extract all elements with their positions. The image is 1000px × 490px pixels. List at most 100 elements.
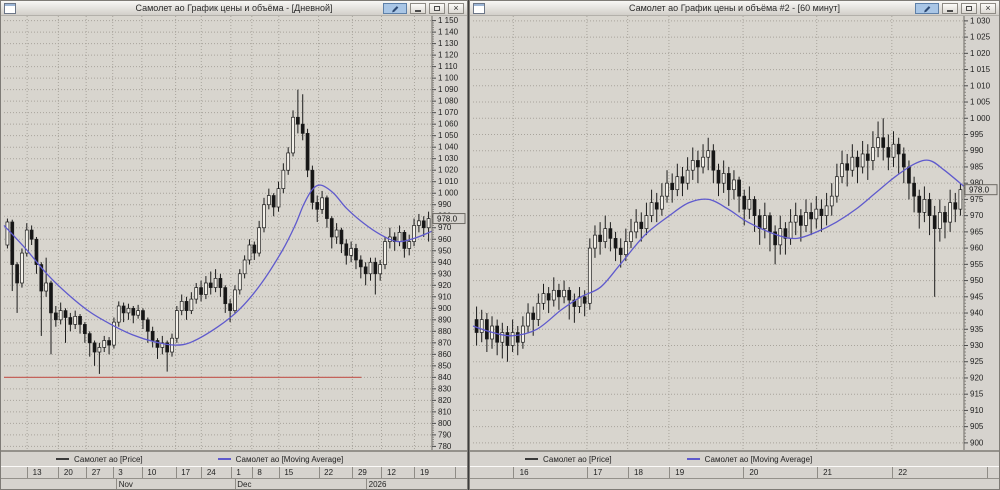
date-label: 1 [236, 468, 241, 477]
svg-text:970: 970 [970, 211, 984, 220]
svg-text:1 010: 1 010 [970, 81, 991, 90]
date-label: 19 [420, 468, 429, 477]
date-label: 20 [63, 468, 73, 477]
date-label: 3 [118, 468, 123, 477]
legend-item: Самолет ао [Moving Average] [686, 455, 812, 464]
svg-text:1 050: 1 050 [438, 131, 459, 140]
svg-text:1 040: 1 040 [438, 143, 459, 152]
svg-text:1 150: 1 150 [438, 16, 459, 25]
x-axis-dates[interactable]: 16 17 18 19 20 21 22 [470, 466, 999, 479]
svg-text:990: 990 [438, 200, 452, 209]
window-titlebar[interactable]: Самолет ао График цены и объёма #2 - [60… [470, 1, 999, 16]
svg-text:840: 840 [438, 373, 452, 382]
minimize-button[interactable] [410, 2, 426, 14]
x-axis-dates[interactable]: 13 20 27 3 10 17 24 1 8 15 22 29 12 19 [1, 466, 467, 479]
chart-legend: Самолет ао [Price] Самолет ао [Moving Ave… [470, 451, 999, 466]
window-icon [473, 2, 485, 14]
svg-text:1 100: 1 100 [438, 74, 459, 83]
restore-button[interactable] [429, 2, 445, 14]
candlestick-chart-canvas[interactable]: 1 030 1 025 1 020 1 015 1 010 1 005 1 000 995 99… [470, 16, 999, 451]
candles [474, 118, 963, 362]
svg-text:978.0: 978.0 [969, 186, 990, 195]
svg-text:920: 920 [970, 373, 984, 382]
window-titlebar[interactable]: Самолет ао График цены и объёма - [Дневн… [1, 1, 467, 16]
current-price-tag: 978.0 [964, 184, 998, 196]
titlebar-buttons: × [912, 2, 999, 14]
svg-text:920: 920 [438, 281, 452, 290]
window-title: Самолет ао График цены и объёма #2 - [60… [629, 3, 840, 13]
svg-text:950: 950 [438, 246, 452, 255]
y-axis: 1 030 1 025 1 020 1 015 1 010 1 005 1 000 995 99… [963, 16, 999, 451]
date-label: 12 [387, 468, 396, 477]
chart-window-60min: Самолет ао График цены и объёма #2 - [60… [469, 0, 1000, 490]
svg-text:1 015: 1 015 [970, 65, 991, 74]
pen-icon [924, 6, 931, 13]
svg-text:960: 960 [970, 244, 984, 253]
svg-text:1 030: 1 030 [438, 154, 459, 163]
date-label: 29 [357, 468, 367, 477]
date-label: 21 [823, 468, 832, 477]
svg-text:945: 945 [970, 292, 984, 301]
minimize-icon [415, 9, 421, 12]
current-price-tag: 978.0 [432, 213, 466, 225]
moving-average-line [472, 159, 965, 337]
link-button[interactable] [915, 2, 939, 14]
legend-swatch-icon [217, 458, 231, 460]
svg-text:880: 880 [438, 327, 452, 336]
date-label: 22 [324, 468, 334, 477]
x-axis-months: Nov Dec 2026 [1, 479, 467, 489]
svg-text:900: 900 [970, 438, 984, 447]
legend-label: Самолет ао [Moving Average] [235, 454, 344, 464]
titlebar-buttons: × [380, 2, 467, 14]
date-label: 15 [284, 468, 294, 477]
link-button[interactable] [383, 2, 407, 14]
svg-text:830: 830 [438, 384, 452, 393]
candlestick-chart-canvas[interactable]: 1 150 1 140 1 130 1 120 1 110 1 100 1 090 1 080… [1, 16, 467, 451]
restore-button[interactable] [961, 2, 977, 14]
svg-text:910: 910 [970, 406, 984, 415]
date-label: 22 [898, 468, 908, 477]
x-axis-months [470, 479, 999, 489]
restore-icon [434, 5, 440, 11]
moving-average-line [3, 184, 433, 346]
svg-text:975: 975 [970, 195, 984, 204]
svg-text:1 025: 1 025 [970, 33, 991, 42]
svg-text:790: 790 [438, 430, 452, 439]
date-label: 17 [593, 468, 603, 477]
svg-text:970: 970 [438, 223, 452, 232]
y-axis: 1 150 1 140 1 130 1 120 1 110 1 100 1 090 1 080… [431, 16, 467, 451]
legend-item: Самолет ао [Moving Average] [217, 454, 344, 464]
date-label: 13 [32, 468, 42, 477]
plot-background [1, 16, 467, 451]
svg-text:1 140: 1 140 [438, 28, 459, 37]
window-icon [4, 2, 16, 14]
svg-text:860: 860 [438, 350, 452, 359]
date-label: 18 [634, 468, 643, 477]
svg-text:1 090: 1 090 [438, 85, 459, 94]
chart-area: 1 030 1 025 1 020 1 015 1 010 1 005 1 000 995 99… [470, 16, 999, 451]
close-button[interactable]: × [448, 2, 464, 14]
svg-text:990: 990 [970, 146, 984, 155]
svg-text:940: 940 [970, 309, 984, 318]
svg-text:1 030: 1 030 [970, 16, 991, 25]
svg-text:955: 955 [970, 260, 984, 269]
svg-text:780: 780 [438, 442, 452, 451]
date-label: 8 [257, 468, 262, 477]
plot-background [470, 16, 999, 451]
svg-text:1 120: 1 120 [438, 51, 459, 60]
svg-text:810: 810 [438, 407, 452, 416]
minimize-button[interactable] [942, 2, 958, 14]
candles [5, 89, 431, 374]
chart-window-daily: Самолет ао График цены и объёма - [Дневн… [0, 0, 468, 490]
svg-text:890: 890 [438, 315, 452, 324]
close-button[interactable]: × [980, 2, 996, 14]
legend-swatch-icon [525, 458, 538, 460]
chart-legend: Самолет ао [Price] Самолет ао [Moving Ave… [1, 451, 467, 466]
date-label: 10 [147, 468, 157, 477]
date-label: 20 [749, 468, 759, 477]
svg-text:950: 950 [970, 276, 984, 285]
svg-text:1 060: 1 060 [438, 120, 459, 129]
svg-text:1 020: 1 020 [438, 166, 459, 175]
legend-label: Самолет ао [Price] [74, 454, 143, 464]
chart-area: 1 150 1 140 1 130 1 120 1 110 1 100 1 090 1 080… [1, 16, 467, 451]
